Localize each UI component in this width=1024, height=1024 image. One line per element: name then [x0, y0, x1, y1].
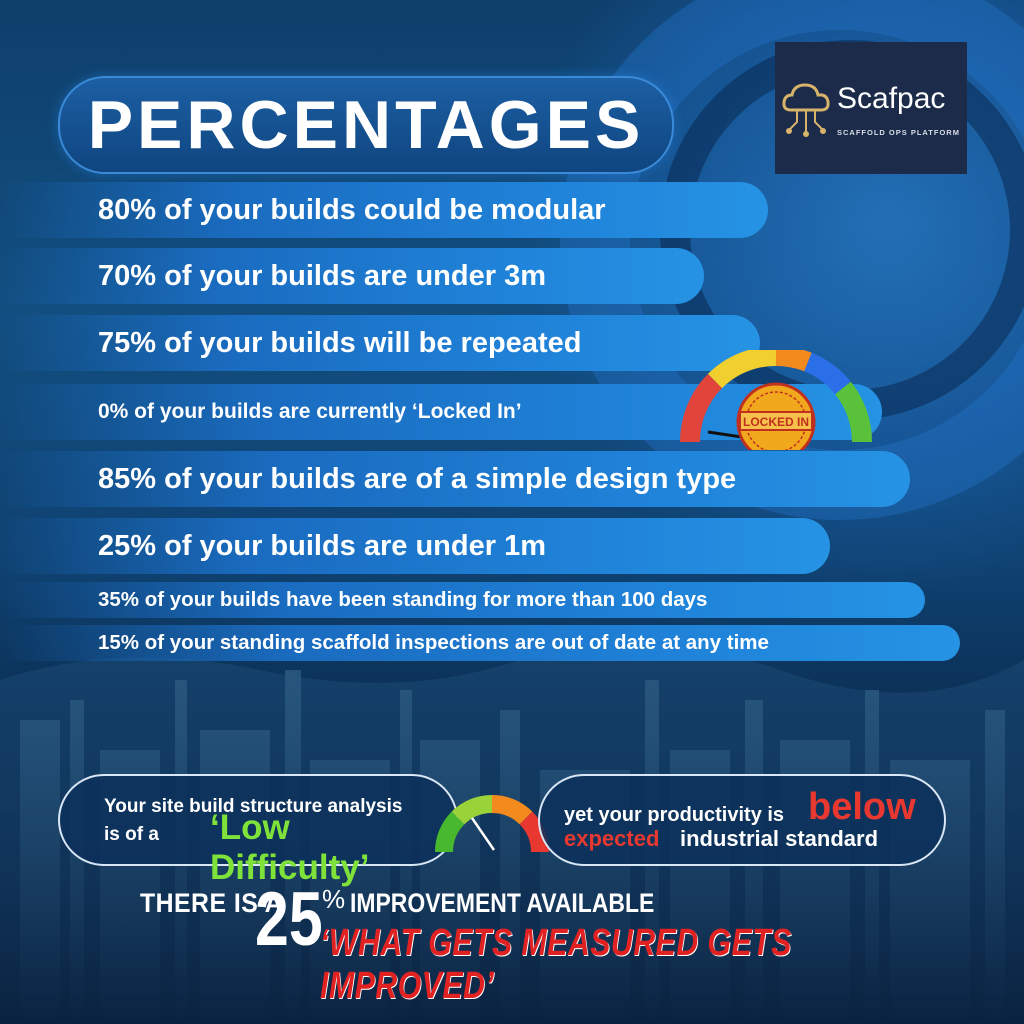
- analysis-line2: is of a: [104, 824, 159, 845]
- difficulty-gauge: [434, 794, 550, 853]
- title-pill: PERCENTAGES: [58, 76, 674, 174]
- stat-text: 0% of your builds are currently ‘Locked …: [98, 400, 522, 423]
- stat-bar-under-3m: 70% of your builds are under 3m: [0, 248, 704, 304]
- productivity-expected: expected: [564, 826, 660, 851]
- locked-in-gauge: LOCKED IN: [679, 350, 873, 450]
- page-title: PERCENTAGES: [87, 87, 645, 163]
- stat-bar-under-1m: 25% of your builds are under 1m: [0, 518, 830, 574]
- brand-name: Scafpac: [837, 82, 946, 115]
- stat-text: 15% of your standing scaffold inspection…: [98, 631, 769, 654]
- stat-text: 80% of your builds could be modular: [98, 193, 606, 226]
- cloud-circuit-icon: [782, 83, 830, 137]
- productivity-standard: industrial standard: [680, 826, 879, 851]
- brand-logo: Scafpac SCAFFOLD OPS PLATFORM: [775, 42, 967, 174]
- difficulty-rating: ‘Low Difficulty’: [210, 808, 370, 887]
- analysis-pill: Your site build structure analysis is of…: [58, 774, 458, 887]
- stat-text: 75% of your builds will be repeated: [98, 326, 582, 359]
- gauge-needle: [470, 817, 496, 851]
- footer-slogan: ‘WHAT GETS MEASURED GETS IMPROVED’: [320, 922, 792, 1007]
- brand-tagline: SCAFFOLD OPS PLATFORM: [837, 128, 960, 137]
- productivity-line1: yet your productivity is: [564, 804, 785, 826]
- stat-bar-inspections: 15% of your standing scaffold inspection…: [0, 625, 960, 661]
- stat-text: 85% of your builds are of a simple desig…: [98, 462, 737, 495]
- footer-prefix: THERE IS A: [140, 888, 284, 918]
- stat-bar-locked-in: 0% of your builds are currently ‘Locked …: [0, 384, 882, 440]
- footer-percent: %: [322, 884, 346, 914]
- stat-text: 25% of your builds are under 1m: [98, 529, 546, 562]
- stat-text: 35% of your builds have been standing fo…: [98, 588, 708, 611]
- analysis-line1: Your site build structure analysis: [104, 796, 403, 817]
- footer-number: 25: [255, 877, 323, 962]
- stat-bar-simple-design: 85% of your builds are of a simple desig…: [0, 451, 910, 507]
- locked-in-stamp: [736, 382, 816, 450]
- footer-suffix: IMPROVEMENT AVAILABLE: [350, 888, 655, 918]
- stat-bar-repeated: 75% of your builds will be repeated: [0, 315, 760, 371]
- stat-bar-standing: 35% of your builds have been standing fo…: [0, 582, 925, 618]
- stat-bar-modular: 80% of your builds could be modular: [0, 182, 768, 238]
- productivity-pill: yet your productivity is below expected …: [538, 774, 946, 866]
- productivity-below: below: [808, 786, 916, 828]
- stat-text: 70% of your builds are under 3m: [98, 259, 546, 292]
- stamp-text: LOCKED IN: [743, 415, 809, 429]
